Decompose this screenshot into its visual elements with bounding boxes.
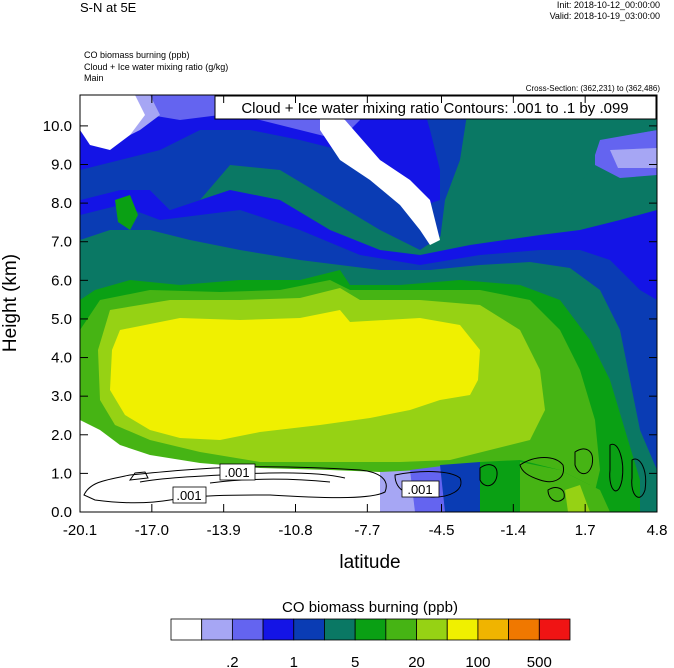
- plot-frame: [79, 94, 658, 513]
- x-tick-label: -20.1: [63, 522, 97, 539]
- colorbar-label: 100: [465, 654, 490, 668]
- y-tick-label: 2.0: [51, 427, 72, 444]
- colorbar-labels: .2 1 5 20 100 500: [226, 654, 552, 668]
- colorbar-swatch: [538, 618, 571, 641]
- contour-label-box: [172, 486, 207, 504]
- heatmap-field: [80, 95, 657, 512]
- y-tick-label: 7.0: [51, 234, 72, 251]
- x-tick-label: -4.5: [429, 522, 455, 539]
- cloud-contours: [83, 443, 647, 504]
- y-tick-label: 4.0: [51, 350, 72, 367]
- x-tick-label: -7.7: [354, 522, 380, 539]
- plot-main-title: S-N at 5E: [80, 0, 137, 15]
- colorbar-label: 500: [527, 654, 552, 668]
- colorbar-label: 1: [290, 654, 298, 668]
- colorbar-label: 5: [351, 654, 359, 668]
- y-tick-label: 10.0: [43, 118, 72, 135]
- x-tick-label: -17.0: [135, 522, 169, 539]
- colorbar-swatch: [477, 618, 510, 641]
- y-axis-title: Height (km): [0, 254, 21, 352]
- field-label-main: Main: [84, 73, 104, 83]
- y-tick-label: 0.0: [51, 504, 72, 521]
- y-tick-label: 5.0: [51, 311, 72, 328]
- x-tick-label: 1.7: [575, 522, 596, 539]
- x-axis: -20.1 -17.0 -13.9 -10.8 -7.7 -4.5 -1.4 1.7 4.8: [63, 95, 668, 539]
- contour-labels: .001 .001 .001: [172, 463, 440, 504]
- x-tick-label: -13.9: [207, 522, 241, 539]
- contour-label-3: .001: [407, 482, 432, 497]
- colorbar-swatch: [170, 618, 203, 641]
- contour-label-2: .001: [224, 465, 249, 480]
- contour-info-box: [214, 95, 657, 120]
- contour-label-box: [219, 463, 256, 481]
- init-time-label: Init: 2018-10-12_00:00:00: [556, 0, 660, 10]
- valid-time-label: Valid: 2018-10-19_03:00:00: [549, 11, 660, 21]
- colorbar-swatch: [508, 618, 540, 641]
- y-tick-label: 8.0: [51, 195, 72, 212]
- contour-info-text: Cloud + Ice water mixing ratio Contours:…: [241, 100, 628, 117]
- y-tick-label: 9.0: [51, 157, 72, 174]
- colorbar-swatch: [201, 618, 233, 641]
- colorbar: [170, 618, 571, 641]
- y-tick-label: 6.0: [51, 272, 72, 289]
- x-axis-title: latitude: [339, 552, 400, 573]
- colorbar-title: CO biomass burning (ppb): [282, 599, 458, 616]
- field-label-co: CO biomass burning (ppb): [84, 50, 190, 60]
- colorbar-swatch: [354, 618, 387, 641]
- colorbar-label: 20: [408, 654, 425, 668]
- colorbar-swatch: [262, 618, 295, 641]
- x-tick-label: -1.4: [500, 522, 526, 539]
- field-label-cloud: Cloud + Ice water mixing ratio (g/kg): [84, 62, 229, 72]
- y-axis: 0.0 1.0 2.0 3.0 4.0 5.0 6.0 7.0 8.0 9.0 10.0: [43, 118, 657, 521]
- x-tick-label: -10.8: [278, 522, 312, 539]
- x-tick-label: 4.8: [647, 522, 668, 539]
- colorbar-swatch: [293, 618, 325, 641]
- colorbar-swatch: [231, 618, 264, 641]
- y-tick-label: 3.0: [51, 388, 72, 405]
- colorbar-swatch: [324, 618, 356, 641]
- colorbar-label: .2: [226, 654, 239, 668]
- colorbar-swatch: [416, 618, 448, 641]
- contour-label-1: .001: [176, 488, 201, 503]
- cross-section-label: Cross-Section: (362,231) to (362,486): [525, 84, 660, 93]
- colorbar-swatch: [385, 618, 417, 641]
- y-tick-label: 1.0: [51, 465, 72, 482]
- contour-label-box: [401, 480, 440, 498]
- colorbar-swatch: [446, 618, 479, 641]
